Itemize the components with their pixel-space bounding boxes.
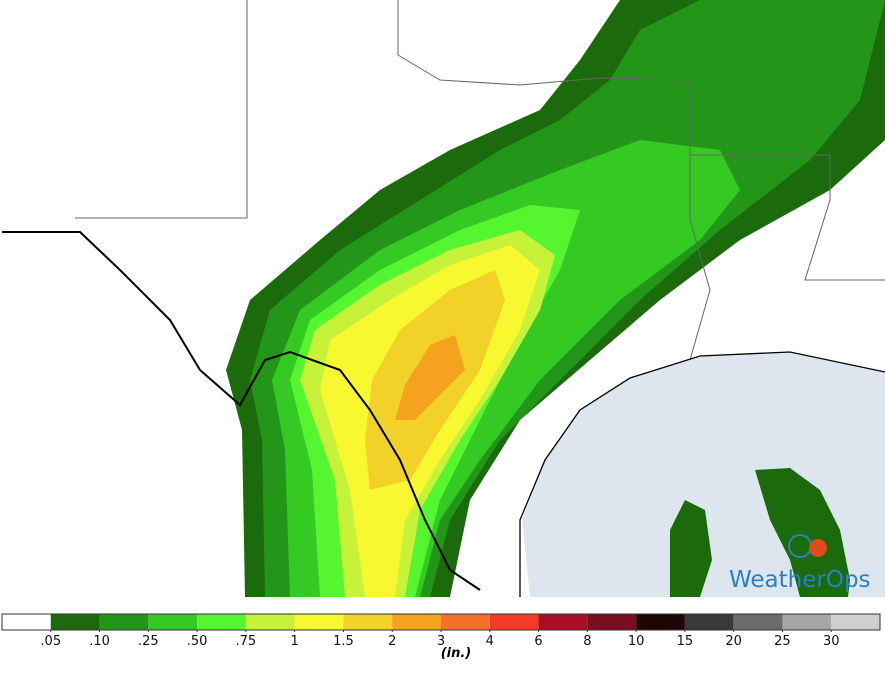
- legend-swatch: [538, 614, 588, 630]
- rain-2: [395, 335, 465, 420]
- florida: [755, 468, 850, 597]
- legend-swatch: [831, 614, 880, 630]
- legend-swatch: [343, 614, 393, 630]
- legend-tick-label: 2: [388, 634, 396, 649]
- legend-swatch: [441, 614, 490, 630]
- logo-text: WeatherOps: [729, 567, 871, 593]
- legend-tick-label: .05: [40, 634, 61, 649]
- coast: [519, 351, 885, 597]
- legend-unit: (in.): [441, 646, 472, 661]
- legend-swatch: [99, 614, 149, 630]
- legend-tick-label: 4: [486, 634, 494, 649]
- legend-swatch: [587, 614, 637, 630]
- legend-swatch: [197, 614, 246, 630]
- map-layer: [2, 0, 885, 597]
- legend-swatch: [2, 614, 51, 630]
- logo: WeatherOps: [729, 534, 871, 593]
- legend-swatch: [782, 614, 832, 630]
- legend-tick-label: 15: [677, 634, 694, 649]
- legend-tick-label: 30: [823, 634, 840, 649]
- legend-tick-label: .25: [138, 634, 159, 649]
- legend-swatch: [392, 614, 441, 630]
- legend-swatch: [733, 614, 783, 630]
- borders: [2, 231, 481, 591]
- legend-tick-label: 20: [725, 634, 742, 649]
- legend-swatch: [148, 614, 198, 630]
- legend-tick-label: 10: [628, 634, 645, 649]
- legend-swatch: [245, 614, 295, 630]
- legend-swatch: [294, 614, 344, 630]
- legend: (in.) .05 .10 .25 .50 .75 1 1.5 2 3 4 6 8 10 15 20 25 30: [1, 613, 881, 661]
- legend-swatch: [636, 614, 685, 630]
- legend-tick-label: 3: [437, 634, 445, 649]
- legend-swatch: [489, 614, 539, 630]
- island: [670, 500, 712, 597]
- logo-icon: [809, 539, 827, 557]
- legend-swatch: [50, 614, 100, 630]
- legend-tick-label: .10: [89, 634, 110, 649]
- legend-swatch: [684, 614, 734, 630]
- legend-tick-label: .75: [236, 634, 257, 649]
- legend-tick-label: 6: [534, 634, 542, 649]
- legend-tick-label: 1: [291, 634, 299, 649]
- legend-tick-label: 25: [774, 634, 791, 649]
- legend-tick-label: .50: [187, 634, 208, 649]
- legend-tick-label: 8: [583, 634, 591, 649]
- legend-tick-label: 1.5: [333, 634, 354, 649]
- state-lines: [75, 0, 885, 361]
